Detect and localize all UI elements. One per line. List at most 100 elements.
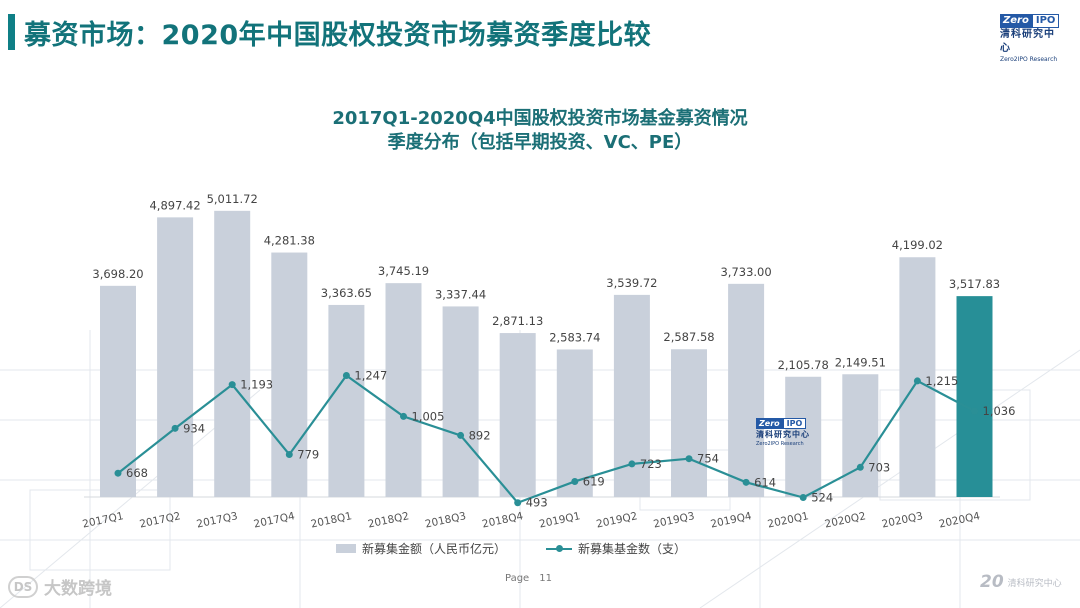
logo-badge: Zero IPO	[756, 418, 814, 429]
bar-label-2019Q2: 3,539.72	[606, 276, 657, 290]
bar-label-2020Q2: 2,149.51	[835, 355, 886, 369]
point-2020Q4	[971, 407, 978, 415]
bar-2018Q1	[328, 304, 365, 497]
footer-logo-number: 20	[980, 572, 1004, 592]
logo-name-cn: 清科研究中心	[1000, 29, 1055, 54]
page-number: Page 11	[505, 573, 552, 584]
bar-label-2019Q4: 3,733.00	[720, 265, 771, 279]
logo-badge-left: Zero	[756, 418, 783, 429]
logo-name-cn: 清科研究中心	[756, 430, 810, 439]
bar-label-2018Q4: 2,871.13	[492, 314, 543, 328]
line-label-2019Q2: 723	[640, 457, 662, 471]
bar-2020Q2	[842, 374, 879, 497]
bar-label-2020Q3: 4,199.02	[892, 238, 943, 252]
line-label-2020Q2: 703	[868, 460, 890, 474]
logo-badge-right: IPO	[1031, 14, 1060, 28]
line-label-2017Q2: 934	[183, 421, 205, 435]
point-2020Q1	[799, 494, 807, 502]
bar-label-2018Q3: 3,337.44	[435, 287, 486, 301]
x-tick-2018Q3: 2018Q3	[424, 510, 467, 530]
x-tick-2017Q4: 2017Q4	[253, 510, 297, 530]
legend-item-count: 新募集基金数（支）	[546, 540, 686, 557]
bar-2020Q1	[785, 376, 822, 497]
line-label-2018Q4: 493	[526, 496, 548, 510]
chart-subtitle: 季度分布（包括早期投资、VC、PE）	[387, 132, 693, 153]
x-tick-2017Q2: 2017Q2	[138, 510, 181, 530]
line-label-2018Q2: 1,005	[412, 409, 445, 423]
fund-count-line	[117, 373, 976, 505]
logo-name-en: Zero2IPO Research	[756, 441, 804, 447]
bar-2017Q3	[214, 210, 251, 497]
page-number-label: Page	[505, 573, 530, 584]
bar-label-2020Q4: 3,517.83	[949, 277, 1000, 291]
legend-item-amount: 新募集金额（人民币亿元）	[336, 540, 506, 557]
line-label-2019Q4: 614	[754, 475, 776, 489]
x-tick-2020Q1: 2020Q1	[767, 510, 810, 530]
brand-mark-icon: DS	[8, 575, 38, 598]
point-2017Q4	[285, 450, 293, 458]
bar-2018Q3	[442, 306, 479, 497]
point-2019Q4	[742, 478, 750, 486]
line-label-2017Q1: 668	[126, 466, 148, 480]
bar-label-2017Q2: 4,897.42	[149, 198, 200, 212]
point-2019Q1	[571, 477, 579, 485]
bar-2018Q2	[385, 283, 422, 497]
line-label-2017Q3: 1,193	[240, 378, 273, 392]
brand-name: 大数跨境	[44, 579, 112, 599]
x-tick-2019Q1: 2019Q1	[538, 510, 581, 530]
bar-2017Q1	[100, 285, 136, 497]
bar-2019Q1	[556, 349, 593, 497]
legend-label-count: 新募集基金数（支）	[578, 542, 687, 556]
legend-label-amount: 新募集金额（人民币亿元）	[362, 542, 507, 556]
line-label-2019Q1: 619	[583, 474, 605, 488]
line-label-2019Q3: 754	[697, 452, 719, 466]
bar-label-2017Q3: 5,011.72	[207, 192, 258, 206]
chart-title: 2017Q1-2020Q4中国股权投资市场基金募资情况	[332, 108, 748, 129]
chart-watermark-logo: Zero IPO 清科研究中心 Zero2IPO Research	[756, 418, 814, 452]
x-tick-2018Q2: 2018Q2	[367, 510, 410, 530]
point-2018Q1	[342, 372, 350, 380]
brand-watermark: DS 大数跨境	[8, 574, 112, 599]
chart-legend: 新募集金额（人民币亿元） 新募集基金数（支）	[336, 540, 686, 557]
footer-logo: 20 清科研究中心	[980, 572, 1062, 592]
line-label-2018Q3: 892	[469, 428, 491, 442]
point-2017Q2	[171, 424, 179, 432]
page-number-value: 11	[539, 573, 552, 584]
bar-2019Q3	[671, 349, 707, 497]
bar-label-2017Q1: 3,698.20	[92, 267, 143, 281]
x-tick-2020Q4: 2020Q4	[938, 510, 982, 530]
logo-badge-left: Zero	[1000, 14, 1032, 28]
point-2018Q4	[514, 499, 522, 507]
x-tick-2018Q1: 2018Q1	[310, 510, 353, 530]
point-2018Q3	[457, 431, 465, 439]
legend-bar-swatch	[336, 544, 356, 553]
point-2018Q2	[400, 412, 407, 420]
bar-2020Q4	[956, 296, 993, 497]
bar-2020Q3	[899, 257, 936, 497]
title-accent-bar	[8, 14, 15, 50]
bar-label-2018Q1: 3,363.65	[321, 286, 372, 300]
bar-label-2017Q4: 4,281.38	[264, 234, 315, 248]
bar-2017Q2	[157, 217, 194, 498]
point-2017Q3	[228, 381, 236, 389]
page-title: 募资市场：2020年中国股权投资市场募资季度比较	[24, 20, 652, 51]
x-tick-2019Q4: 2019Q4	[709, 510, 753, 530]
bar-label-2018Q2: 3,745.19	[378, 264, 429, 278]
point-2017Q1	[114, 469, 122, 477]
x-tick-2020Q2: 2020Q2	[824, 510, 867, 530]
x-tick-2018Q4: 2018Q4	[481, 510, 525, 530]
zero2ipo-logo: Zero IPO 清科研究中心 Zero2IPO Research	[1000, 14, 1064, 63]
bar-label-2019Q3: 2,587.58	[663, 330, 714, 344]
line-label-2018Q1: 1,247	[354, 369, 387, 383]
bar-2018Q4	[499, 333, 536, 497]
logo-name-en: Zero2IPO Research	[1000, 56, 1058, 63]
line-label-2020Q3: 1,215	[925, 374, 958, 388]
x-tick-2019Q3: 2019Q3	[652, 510, 695, 530]
point-2020Q3	[913, 377, 921, 385]
x-tick-2020Q3: 2020Q3	[881, 510, 924, 530]
line-label-2017Q4: 779	[297, 447, 319, 461]
x-tick-2017Q3: 2017Q3	[196, 510, 239, 530]
bar-2019Q4	[728, 283, 765, 497]
